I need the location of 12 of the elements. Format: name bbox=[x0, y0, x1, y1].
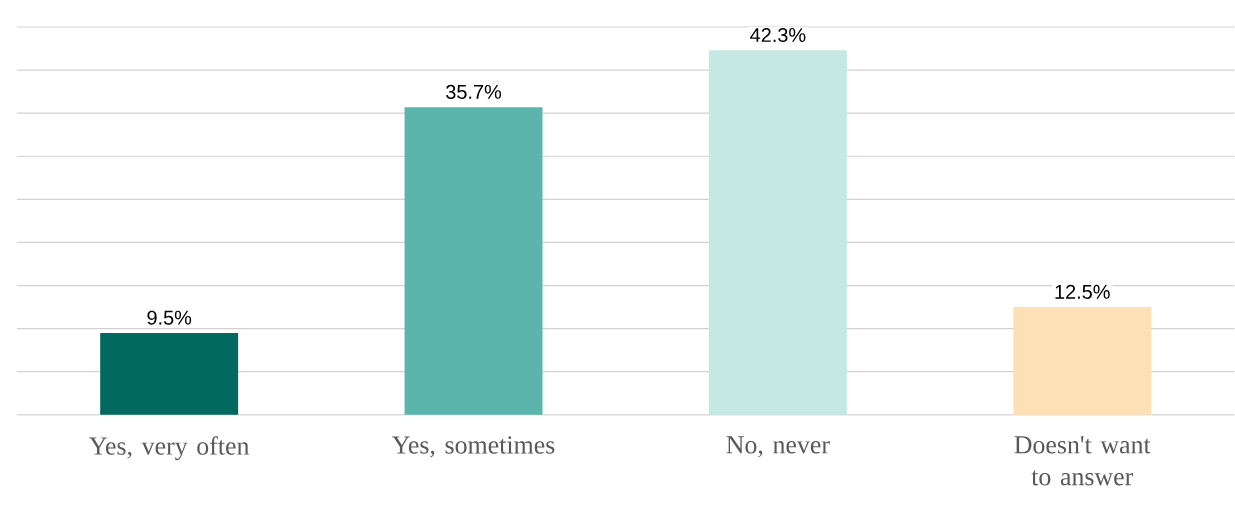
x-tick-label: Yes, very often bbox=[89, 436, 250, 461]
data-label: 9.5% bbox=[147, 310, 192, 325]
x-tick-label: Yes, sometimes bbox=[392, 436, 555, 458]
x-tick-label: No, never bbox=[726, 436, 830, 458]
data-label: 42.3% bbox=[750, 28, 806, 43]
data-label: 12.5% bbox=[1055, 284, 1110, 299]
bar bbox=[1013, 307, 1152, 415]
data-label: 35.7% bbox=[446, 84, 502, 100]
bar bbox=[100, 333, 239, 415]
bar bbox=[708, 50, 847, 415]
bar bbox=[404, 107, 543, 415]
x-tick-label: Doesn't want to answer bbox=[1014, 436, 1151, 486]
